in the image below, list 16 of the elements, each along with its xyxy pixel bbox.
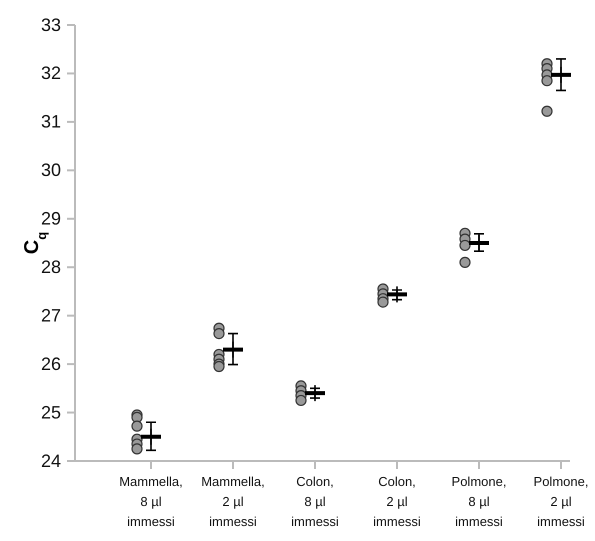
x-tick-label: Mammella, 8 µl immessi [119,474,183,529]
y-tick-label: 32 [40,63,61,84]
y-tick-label: 27 [40,305,61,326]
y-tick-label: 33 [40,14,61,35]
x-tick-label: Colon, 2 µl immessi [373,474,421,529]
x-tick-label: Polmone, 2 µl immessi [534,474,588,529]
x-tick-label: Colon, 8 µl immessi [291,474,339,529]
y-tick-label: 30 [40,160,61,180]
y-tick-label: 24 [40,450,61,471]
x-tick-label: Mammella, 2 µl immessi [201,474,265,529]
y-tick-label: 26 [40,354,61,374]
y-tick-label: 25 [40,402,61,422]
y-tick-label: 28 [40,256,61,277]
x-tick-label: Polmone, 8 µl immessi [452,474,506,529]
y-tick-label: 29 [40,208,61,229]
y-tick-label: 31 [40,112,61,132]
